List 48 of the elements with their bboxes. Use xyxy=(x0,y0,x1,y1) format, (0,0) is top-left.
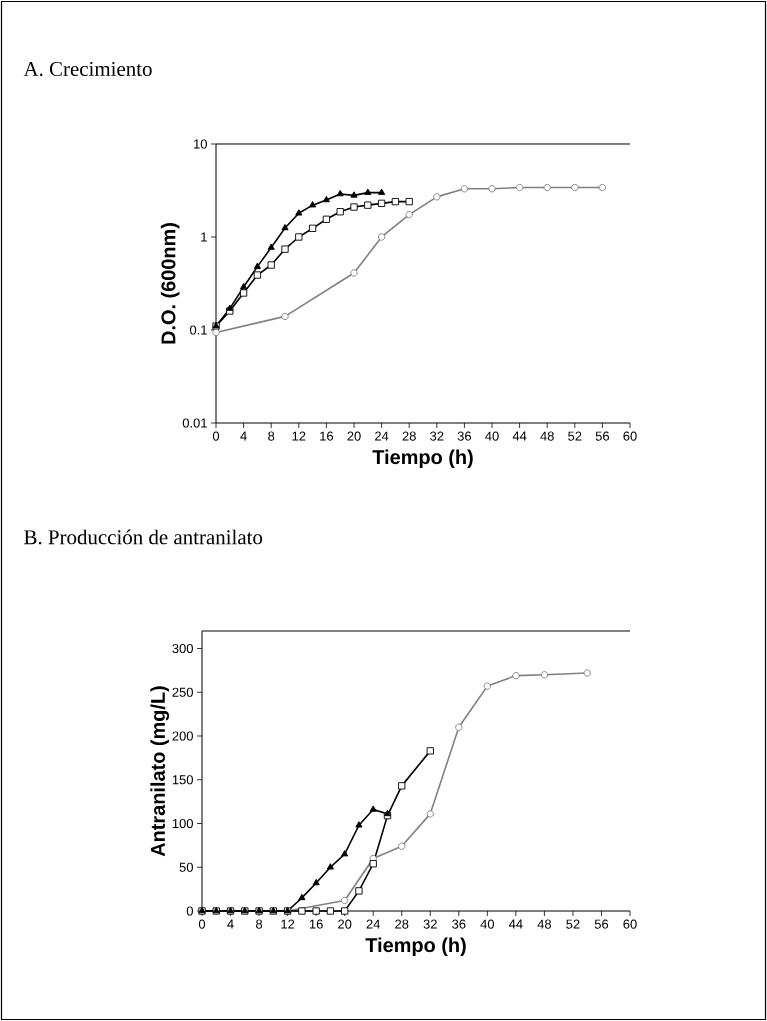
x-tick-label: 4 xyxy=(240,431,247,441)
y-tick-label: 0.1 xyxy=(189,325,207,335)
x-tick-label: 44 xyxy=(512,431,527,441)
x-tick-label: 28 xyxy=(395,919,409,929)
x-tick-label: 48 xyxy=(537,919,552,929)
x-tick-label: 28 xyxy=(402,431,416,441)
x-tick-label: 60 xyxy=(623,919,637,929)
x-tick-label: 32 xyxy=(423,919,437,929)
x-axis-title: Tiempo (h) xyxy=(372,449,473,469)
x-tick-label: 32 xyxy=(430,431,444,441)
x-tick-label: 16 xyxy=(309,919,323,929)
x-tick-label: 44 xyxy=(508,919,523,929)
x-tick-label: 20 xyxy=(347,431,361,441)
y-tick-label: 0.01 xyxy=(182,418,207,428)
x-tick-label: 8 xyxy=(256,919,263,929)
y-axis-title: Antranilato (mg/L) xyxy=(150,686,170,857)
y-tick-label: 100 xyxy=(172,818,193,829)
y-tick-label: 50 xyxy=(179,862,193,872)
x-tick-label: 40 xyxy=(480,919,495,929)
x-tick-label: 56 xyxy=(594,919,609,929)
x-tick-label: 24 xyxy=(366,919,381,929)
y-tick-label: 10 xyxy=(194,139,207,149)
x-tick-label: 48 xyxy=(540,431,554,441)
y-tick-label: 200 xyxy=(172,731,193,741)
y-tick-label: 300 xyxy=(172,643,193,654)
x-tick-label: 8 xyxy=(268,431,275,441)
y-tick-label: 0 xyxy=(186,906,193,916)
x-tick-label: 40 xyxy=(485,431,499,441)
chart-title: B. Producción de antranilato xyxy=(24,529,263,545)
x-tick-label: 36 xyxy=(452,919,466,929)
x-tick-label: 56 xyxy=(595,431,610,441)
x-tick-label: 36 xyxy=(457,431,472,441)
x-axis-title: Tiempo (h) xyxy=(365,937,466,957)
y-axis-title: D.O. (600nm) xyxy=(160,223,180,344)
chart-title: A. Crecimiento xyxy=(23,61,152,77)
x-tick-label: 52 xyxy=(566,919,580,929)
y-tick-label: 150 xyxy=(172,775,193,785)
x-tick-label: 0 xyxy=(212,431,220,441)
y-tick-label: 250 xyxy=(172,687,193,697)
x-tick-label: 24 xyxy=(375,431,389,441)
x-tick-label: 12 xyxy=(292,431,306,441)
x-tick-label: 12 xyxy=(281,919,295,929)
y-tick-label: 1 xyxy=(201,232,207,242)
x-tick-label: 20 xyxy=(338,919,352,929)
x-tick-label: 60 xyxy=(623,431,637,441)
x-tick-label: 52 xyxy=(568,431,582,441)
x-tick-label: 4 xyxy=(227,919,234,929)
x-tick-label: 16 xyxy=(320,431,334,441)
